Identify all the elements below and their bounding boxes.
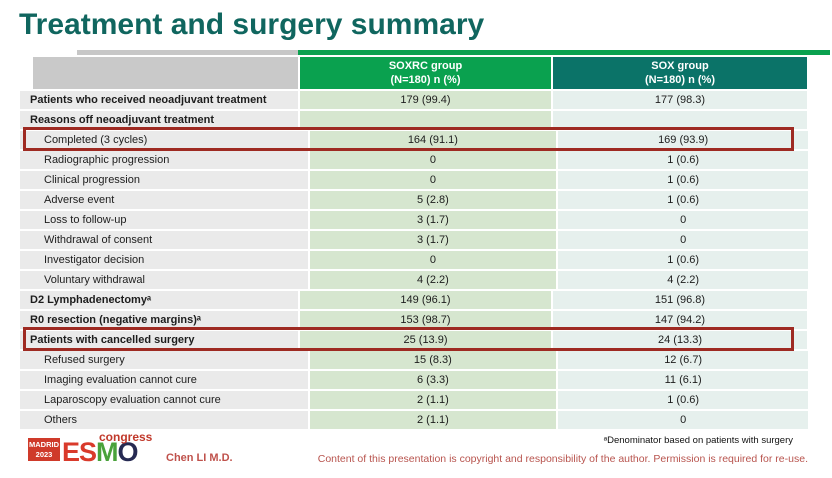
sox-value: 0 xyxy=(558,411,809,429)
title-underline xyxy=(77,50,830,55)
congress-label: congress xyxy=(99,430,153,444)
sox-value: 147 (94.2) xyxy=(553,311,807,329)
row-label: Completed (3 cycles) xyxy=(20,131,308,149)
table-row: Laparoscopy evaluation cannot cure 2 (1.… xyxy=(20,391,809,409)
row-label: Patients with cancelled surgery xyxy=(20,331,298,349)
underline-green-segment xyxy=(298,50,830,55)
table-row: D2 Lymphadenectomyᵃ 149 (96.1) 151 (96.8… xyxy=(20,291,808,309)
row-label: Patients who received neoadjuvant treatm… xyxy=(20,91,298,109)
soxrc-value: 164 (91.1) xyxy=(309,131,557,149)
row-label: Laparoscopy evaluation cannot cure xyxy=(20,391,308,409)
table-row: Loss to follow-up 3 (1.7) 0 xyxy=(20,211,809,229)
table-row: Withdrawal of consent 3 (1.7) 0 xyxy=(20,231,809,249)
table-row: Patients with cancelled surgery 25 (13.9… xyxy=(20,327,808,351)
table-row: Refused surgery 15 (8.3) 12 (6.7) xyxy=(20,351,809,369)
badge-city: MADRID xyxy=(29,440,59,450)
header-label-spacer xyxy=(33,57,298,89)
soxrc-value: 2 (1.1) xyxy=(309,411,557,429)
header-soxrc-line2: (N=180) n (%) xyxy=(390,74,461,86)
table-row: Reasons off neoadjuvant treatment xyxy=(20,111,808,129)
badge-year: 2023 xyxy=(35,449,53,459)
underline-gray-segment xyxy=(77,50,298,55)
soxrc-value: 2 (1.1) xyxy=(309,391,557,409)
row-label: R0 resection (negative margins)ᵃ xyxy=(20,311,298,329)
page-title: Treatment and surgery summary xyxy=(19,8,485,41)
copyright-notice: Content of this presentation is copyrigh… xyxy=(317,453,808,465)
row-label: Withdrawal of consent xyxy=(20,231,308,249)
table-row: Completed (3 cycles) 164 (91.1) 169 (93.… xyxy=(20,127,809,151)
table-row: Voluntary withdrawal 4 (2.2) 4 (2.2) xyxy=(20,271,809,289)
sox-value: 0 xyxy=(558,231,809,249)
sox-value xyxy=(553,111,807,129)
sox-value: 1 (0.6) xyxy=(558,171,809,189)
sox-value: 12 (6.7) xyxy=(558,351,809,369)
table-rows: Patients who received neoadjuvant treatm… xyxy=(20,91,809,429)
soxrc-value: 0 xyxy=(309,151,557,169)
esmo-wordmark: ESMO xyxy=(62,439,139,466)
esmo-congress-logo: MADRID 2023 ESMO xyxy=(28,438,139,466)
table-row: R0 resection (negative margins)ᵃ 153 (98… xyxy=(20,311,808,329)
sox-value: 177 (98.3) xyxy=(553,91,807,109)
esmo-letter-o: O xyxy=(117,437,139,468)
sox-value: 1 (0.6) xyxy=(558,251,809,269)
soxrc-value: 3 (1.7) xyxy=(309,211,557,229)
sox-value: 169 (93.9) xyxy=(558,131,809,149)
esmo-letter-s: S xyxy=(79,437,97,468)
soxrc-value: 153 (98.7) xyxy=(300,311,551,329)
esmo-letter-m: M xyxy=(96,437,118,468)
esmo-letter-e: E xyxy=(62,437,80,468)
soxrc-value: 4 (2.2) xyxy=(309,271,557,289)
row-label: Refused surgery xyxy=(20,351,308,369)
row-label: Others xyxy=(20,411,308,429)
sox-value: 1 (0.6) xyxy=(558,391,809,409)
row-label: Loss to follow-up xyxy=(20,211,308,229)
row-label: D2 Lymphadenectomyᵃ xyxy=(20,291,298,309)
row-label: Radiographic progression xyxy=(20,151,308,169)
soxrc-value: 0 xyxy=(309,251,557,269)
madrid-2023-badge: MADRID 2023 xyxy=(28,438,60,461)
sox-value: 151 (96.8) xyxy=(553,291,807,309)
table-row: Radiographic progression 0 1 (0.6) xyxy=(20,151,809,169)
row-label: Clinical progression xyxy=(20,171,308,189)
row-label: Adverse event xyxy=(20,191,308,209)
header-sox-line2: (N=180) n (%) xyxy=(645,74,715,86)
soxrc-value: 15 (8.3) xyxy=(309,351,557,369)
sox-value: 11 (6.1) xyxy=(558,371,809,389)
table-row: Clinical progression 0 1 (0.6) xyxy=(20,171,809,189)
header-soxrc-line1: SOXRC group xyxy=(388,59,463,72)
soxrc-value: 3 (1.7) xyxy=(309,231,557,249)
soxrc-value xyxy=(300,111,551,129)
header-sox-group: SOX group (N=180) n (%) xyxy=(553,57,807,89)
table-row: Patients who received neoadjuvant treatm… xyxy=(20,91,808,109)
sox-value: 24 (13.3) xyxy=(553,331,807,349)
table-header-row: SOXRC group (N=180) n (%) SOX group (N=1… xyxy=(20,57,808,89)
row-label: Investigator decision xyxy=(20,251,308,269)
table-row: Imaging evaluation cannot cure 6 (3.3) 1… xyxy=(20,371,809,389)
summary-table: SOXRC group (N=180) n (%) SOX group (N=1… xyxy=(20,57,809,431)
soxrc-value: 179 (99.4) xyxy=(300,91,551,109)
header-sox-line1: SOX group xyxy=(651,59,709,72)
soxrc-value: 149 (96.1) xyxy=(300,291,551,309)
table-row: Others 2 (1.1) 0 xyxy=(20,411,809,429)
sox-value: 1 (0.6) xyxy=(558,151,809,169)
sox-value: 4 (2.2) xyxy=(558,271,809,289)
table-footnote: ᵃDenominator based on patients with surg… xyxy=(603,435,793,446)
header-soxrc-group: SOXRC group (N=180) n (%) xyxy=(300,57,551,89)
author-name: Chen LI M.D. xyxy=(166,452,233,464)
table-row: Investigator decision 0 1 (0.6) xyxy=(20,251,809,269)
soxrc-value: 6 (3.3) xyxy=(309,371,557,389)
soxrc-value: 5 (2.8) xyxy=(309,191,557,209)
soxrc-value: 25 (13.9) xyxy=(300,331,551,349)
row-label: Voluntary withdrawal xyxy=(20,271,308,289)
sox-value: 1 (0.6) xyxy=(558,191,809,209)
table-row: Adverse event 5 (2.8) 1 (0.6) xyxy=(20,191,809,209)
soxrc-value: 0 xyxy=(309,171,557,189)
row-label: Reasons off neoadjuvant treatment xyxy=(20,111,298,129)
row-label: Imaging evaluation cannot cure xyxy=(20,371,308,389)
sox-value: 0 xyxy=(558,211,809,229)
